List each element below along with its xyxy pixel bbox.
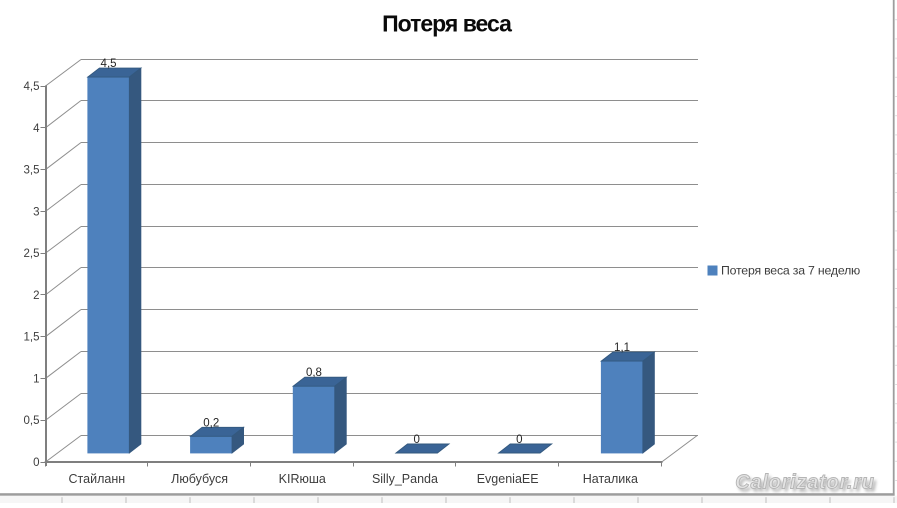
svg-text:4,5: 4,5 <box>101 58 117 70</box>
svg-text:Calorizator.ru: Calorizator.ru <box>738 474 877 496</box>
svg-text:0,8: 0,8 <box>306 367 322 379</box>
svg-text:0: 0 <box>516 434 522 446</box>
svg-text:0,2: 0,2 <box>203 417 219 429</box>
svg-text:Стайланн: Стайланн <box>69 472 126 486</box>
svg-text:0: 0 <box>33 457 39 469</box>
svg-text:1,1: 1,1 <box>614 342 630 354</box>
svg-text:Наталика: Наталика <box>583 472 638 486</box>
svg-text:4,5: 4,5 <box>24 81 40 93</box>
svg-text:1: 1 <box>33 373 39 385</box>
svg-text:Любубуся: Любубуся <box>171 472 228 486</box>
svg-text:3,5: 3,5 <box>24 165 40 177</box>
svg-text:Silly_Panda: Silly_Panda <box>372 472 438 486</box>
svg-text:Потеря веса: Потеря веса <box>382 10 512 36</box>
svg-text:2: 2 <box>33 290 39 302</box>
svg-text:4: 4 <box>33 123 40 135</box>
svg-text:1,5: 1,5 <box>24 332 40 344</box>
svg-text:0: 0 <box>413 434 419 446</box>
svg-text:Потеря веса за 7 неделю: Потеря веса за 7 неделю <box>721 263 860 277</box>
svg-text:2,5: 2,5 <box>24 248 40 260</box>
svg-text:KIRюша: KIRюша <box>279 472 326 486</box>
svg-text:3: 3 <box>33 206 39 218</box>
svg-text:EvgeniaEE: EvgeniaEE <box>477 472 539 486</box>
svg-text:Calorizator.ru: Calorizator.ru <box>735 471 874 493</box>
svg-text:0,5: 0,5 <box>24 415 40 427</box>
